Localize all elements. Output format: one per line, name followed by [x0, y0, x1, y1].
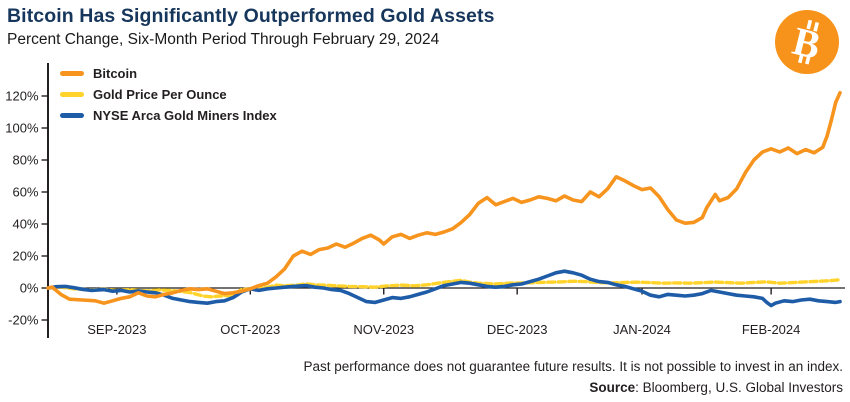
y-tick-label: 80%	[12, 153, 38, 168]
legend-item-gold-price: Gold Price Per Ounce	[60, 84, 277, 105]
y-tick-label: 60%	[12, 185, 38, 200]
legend: Bitcoin Gold Price Per Ounce NYSE Arca G…	[60, 63, 277, 126]
gold-miners-line	[46, 269, 842, 308]
legend-label: Bitcoin	[93, 66, 138, 81]
source-label: Source	[589, 380, 636, 395]
footer: Past performance does not guarantee futu…	[303, 356, 843, 398]
x-tick-label: FEB-2024	[742, 322, 801, 337]
legend-label: Gold Price Per Ounce	[93, 87, 227, 102]
chart-subtitle: Percent Change, Six-Month Period Through…	[7, 31, 440, 48]
gold-price-line	[46, 278, 842, 299]
source-text: Source: Bloomberg, U.S. Global Investors	[589, 380, 843, 395]
x-axis: SEP-2023 OCT-2023 NOV-2023 DEC-2023 JAN-2024…	[87, 288, 800, 337]
bitcoin-line	[46, 91, 842, 306]
legend-item-bitcoin: Bitcoin	[60, 63, 277, 84]
y-tick-label: 120%	[5, 89, 39, 104]
x-tick-label: NOV-2023	[353, 322, 414, 337]
bitcoin-logo-icon: B	[774, 9, 840, 75]
y-axis: 120% 100% 80% 60% 40% 20% 0% -20%	[5, 89, 48, 328]
y-tick-label: 20%	[12, 249, 38, 264]
series-lines	[46, 91, 842, 308]
x-tick-label: OCT-2023	[220, 322, 280, 337]
x-tick-label: SEP-2023	[87, 322, 146, 337]
gold-miners-line-swatch	[60, 113, 84, 118]
x-tick-label: JAN-2024	[613, 322, 671, 337]
legend-item-gold-miners: NYSE Arca Gold Miners Index	[60, 105, 277, 126]
bitcoin-logo-svg: B	[775, 10, 839, 74]
gold-price-line-swatch	[60, 92, 84, 97]
x-tick-label: DEC-2023	[487, 322, 548, 337]
y-tick-label: 40%	[12, 217, 38, 232]
bitcoin-line-swatch	[60, 71, 84, 76]
legend-label: NYSE Arca Gold Miners Index	[93, 108, 277, 123]
y-tick-label: 100%	[5, 121, 39, 136]
chart-title: Bitcoin Has Significantly Outperformed G…	[7, 5, 495, 27]
y-tick-label: 0%	[20, 281, 39, 296]
bitcoin-circle	[775, 10, 839, 74]
y-tick-label: -20%	[8, 313, 39, 328]
disclaimer-text: Past performance does not guarantee futu…	[303, 359, 843, 374]
